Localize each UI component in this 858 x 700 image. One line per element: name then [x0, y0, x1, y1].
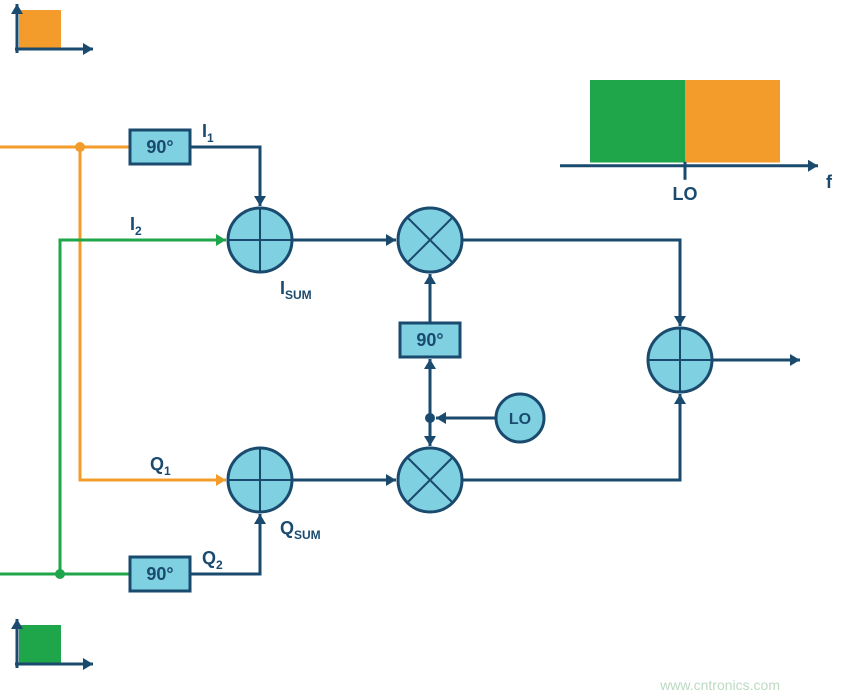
watermark: www.cntronics.com	[659, 677, 780, 693]
arrow-head	[11, 4, 23, 14]
phase-90-mid-label: 90°	[416, 330, 443, 350]
arrow-head	[424, 436, 436, 446]
arrow-head	[83, 658, 93, 670]
label-qsum: QSUM	[280, 518, 321, 542]
lo-label: LO	[509, 411, 531, 428]
wire	[462, 394, 680, 480]
label-q2: Q2	[202, 548, 223, 572]
arrow-head	[83, 43, 93, 55]
wire	[190, 514, 260, 574]
label-isum: ISUM	[280, 278, 312, 302]
arrow-head	[808, 160, 818, 172]
arrow-head	[254, 514, 266, 524]
arrow-head	[424, 274, 436, 284]
phase-90-top-label: 90°	[146, 137, 173, 157]
arrow-head	[216, 474, 226, 486]
arrow-head	[424, 359, 436, 369]
label-q1: Q1	[150, 454, 171, 478]
spectrum-tr-lsb	[590, 80, 685, 163]
arrow-head	[386, 234, 396, 246]
spectrum-tr-usb	[685, 80, 780, 163]
wire	[60, 240, 226, 574]
arrow-head	[216, 234, 226, 246]
wire	[462, 240, 680, 326]
spectrum-bottom-left-band	[19, 625, 61, 663]
phase-90-bottom-label: 90°	[146, 564, 173, 584]
arrow-head	[674, 394, 686, 404]
spectrum-top-left-band	[19, 10, 61, 48]
arrow-head	[386, 474, 396, 486]
f-axis-label: f	[826, 172, 833, 192]
wire	[190, 147, 260, 206]
arrow-head	[790, 354, 800, 366]
arrow-head	[11, 619, 23, 629]
spectrum-tr-lo-label: LO	[673, 184, 698, 204]
arrow-head	[254, 196, 266, 206]
label-i2: I2	[130, 214, 142, 238]
label-i1: I1	[202, 121, 214, 145]
arrow-head	[436, 412, 446, 424]
wire	[80, 147, 226, 480]
arrow-head	[674, 316, 686, 326]
